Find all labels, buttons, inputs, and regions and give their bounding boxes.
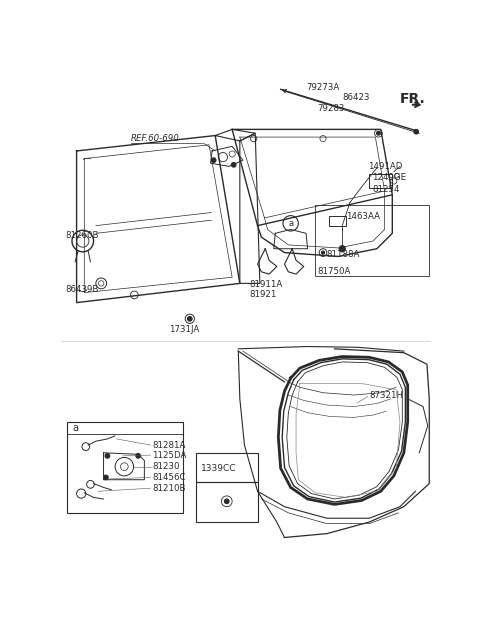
- Text: 81210B: 81210B: [152, 484, 186, 493]
- Text: 81281A: 81281A: [152, 440, 185, 450]
- Text: 1463AA: 1463AA: [346, 212, 380, 221]
- Text: a: a: [288, 219, 293, 228]
- Text: 79273A: 79273A: [306, 82, 339, 92]
- Text: 81260B: 81260B: [65, 231, 98, 240]
- Circle shape: [376, 131, 380, 135]
- Bar: [369, 174, 392, 188]
- Text: 81456C: 81456C: [152, 473, 186, 482]
- Text: 81188A: 81188A: [326, 250, 360, 259]
- Bar: [196, 482, 258, 522]
- Bar: [329, 216, 346, 226]
- Text: 87321H: 87321H: [369, 391, 403, 399]
- Circle shape: [339, 246, 345, 252]
- Bar: [196, 453, 258, 482]
- Text: 81921: 81921: [250, 290, 277, 299]
- Text: 81750A: 81750A: [318, 267, 351, 276]
- Text: 81230: 81230: [152, 462, 180, 471]
- Text: 79283: 79283: [317, 104, 344, 113]
- Bar: [315, 205, 429, 276]
- Text: 81254: 81254: [372, 185, 400, 194]
- Text: 1491AD: 1491AD: [368, 162, 402, 171]
- Text: 86423: 86423: [342, 92, 370, 101]
- Text: 1339CC: 1339CC: [201, 464, 237, 472]
- Circle shape: [104, 475, 108, 480]
- Circle shape: [225, 499, 229, 504]
- Circle shape: [231, 162, 236, 167]
- Circle shape: [211, 158, 216, 162]
- Text: 1249GE: 1249GE: [372, 174, 407, 182]
- Text: 1125DA: 1125DA: [152, 450, 186, 460]
- Circle shape: [414, 130, 419, 134]
- Bar: [67, 422, 183, 513]
- Text: REF.60-690: REF.60-690: [131, 134, 179, 143]
- Text: 81911A: 81911A: [250, 281, 283, 289]
- Text: FR.: FR.: [400, 92, 426, 106]
- Circle shape: [136, 454, 141, 458]
- Text: 1731JA: 1731JA: [169, 325, 199, 334]
- Circle shape: [322, 251, 324, 254]
- Circle shape: [188, 316, 192, 321]
- Text: a: a: [72, 423, 78, 433]
- Circle shape: [105, 454, 110, 458]
- Text: 86439B: 86439B: [65, 285, 98, 294]
